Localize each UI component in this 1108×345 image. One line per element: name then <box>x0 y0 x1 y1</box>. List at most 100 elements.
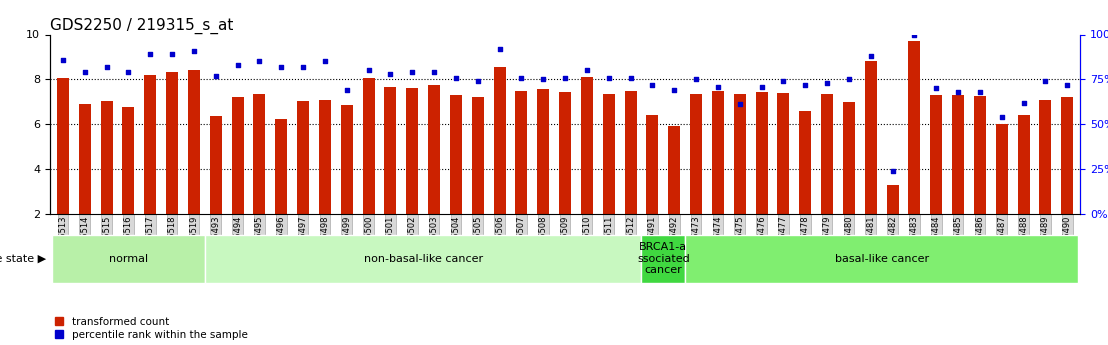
Point <box>1058 82 1076 88</box>
Bar <box>166 71 178 259</box>
Point <box>774 78 792 84</box>
Point <box>273 64 290 70</box>
Bar <box>297 101 309 259</box>
Bar <box>362 78 375 259</box>
Bar <box>690 94 702 259</box>
Text: basal-like cancer: basal-like cancer <box>834 254 929 264</box>
Point <box>818 80 835 86</box>
Point <box>316 59 334 64</box>
Bar <box>52 235 205 283</box>
Bar <box>384 87 397 259</box>
Bar <box>493 67 505 259</box>
Bar <box>646 115 658 259</box>
Bar <box>821 94 833 259</box>
Point <box>666 87 684 93</box>
Bar <box>685 235 1078 283</box>
Bar <box>909 41 921 259</box>
Point <box>797 82 814 88</box>
Bar <box>57 78 69 259</box>
Text: non-basal-like cancer: non-basal-like cancer <box>363 254 483 264</box>
Point <box>1015 100 1033 106</box>
Text: BRCA1-a
ssociated
cancer: BRCA1-a ssociated cancer <box>637 242 689 275</box>
Point <box>950 89 967 95</box>
Bar <box>1039 99 1051 259</box>
Text: normal: normal <box>109 254 148 264</box>
Point <box>469 78 486 84</box>
Point <box>295 64 312 70</box>
Point <box>142 51 160 57</box>
Bar <box>642 235 685 283</box>
Bar <box>209 116 222 259</box>
Point <box>381 71 399 77</box>
Point <box>731 102 749 107</box>
Point <box>338 87 356 93</box>
Bar <box>101 101 113 259</box>
Bar <box>1017 115 1029 259</box>
Bar <box>625 90 637 259</box>
Bar <box>952 95 964 259</box>
Bar <box>407 88 418 259</box>
Point <box>644 82 661 88</box>
Point <box>752 84 770 89</box>
Point <box>840 77 858 82</box>
Bar <box>232 97 244 259</box>
Bar <box>668 126 680 259</box>
Point <box>687 77 705 82</box>
Bar <box>450 95 462 259</box>
Bar <box>515 90 527 259</box>
Bar <box>254 94 266 259</box>
Point <box>534 77 552 82</box>
Bar <box>974 96 986 259</box>
Bar <box>319 99 331 259</box>
Point <box>513 75 531 80</box>
Point <box>709 84 727 89</box>
Point <box>905 32 923 37</box>
Point <box>993 114 1010 120</box>
Point <box>76 69 94 75</box>
Point <box>862 53 880 59</box>
Bar <box>472 97 484 259</box>
Point <box>403 69 421 75</box>
Text: GDS2250 / 219315_s_at: GDS2250 / 219315_s_at <box>50 18 234 34</box>
Point <box>599 75 617 80</box>
Text: disease state ▶: disease state ▶ <box>0 254 47 264</box>
Point <box>491 46 509 52</box>
Bar <box>1061 97 1074 259</box>
Point <box>884 168 902 174</box>
Point <box>228 62 246 68</box>
Bar <box>864 61 876 259</box>
Point <box>622 75 639 80</box>
Legend: transformed count, percentile rank within the sample: transformed count, percentile rank withi… <box>55 317 247 340</box>
Point <box>250 59 268 64</box>
Point <box>578 68 596 73</box>
Point <box>1036 78 1054 84</box>
Bar <box>275 119 287 259</box>
Bar <box>712 90 724 259</box>
Point <box>207 73 225 79</box>
Bar <box>537 89 550 259</box>
Point <box>927 86 945 91</box>
Bar <box>205 235 642 283</box>
Bar <box>188 70 199 259</box>
Bar <box>996 124 1007 259</box>
Bar <box>603 94 615 259</box>
Bar <box>144 75 156 259</box>
Point <box>425 69 443 75</box>
Point <box>185 48 203 53</box>
Point <box>971 89 988 95</box>
Bar <box>778 93 789 259</box>
Point <box>360 68 378 73</box>
Bar <box>733 94 746 259</box>
Bar <box>79 104 91 259</box>
Bar <box>428 85 440 259</box>
Bar <box>931 95 942 259</box>
Bar <box>886 185 899 259</box>
Bar <box>799 111 811 259</box>
Point <box>163 51 181 57</box>
Bar <box>756 92 768 259</box>
Point <box>447 75 464 80</box>
Point <box>54 57 72 62</box>
Point <box>98 64 115 70</box>
Bar <box>123 107 134 259</box>
Point <box>556 75 574 80</box>
